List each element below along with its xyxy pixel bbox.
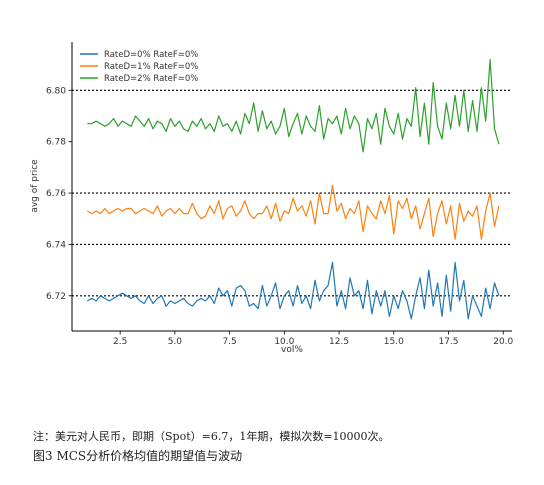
x-tick-label: 12.5: [329, 337, 349, 347]
y-tick-label: 6.76: [46, 189, 66, 199]
y-tick-label: 6.78: [46, 138, 66, 148]
reference-lines: [72, 89, 512, 297]
x-tick-label: 7.5: [222, 337, 236, 347]
x-tick-label: 17.5: [438, 337, 458, 347]
legend: RateD=0% RateF=0% RateD=1% RateF=0% RateD=…: [75, 46, 207, 86]
y-axis-ticks: 6.72 6.74 6.76 6.78 6.80: [46, 86, 72, 302]
y-tick-label: 6.74: [46, 240, 66, 250]
x-tick-label: 20.0: [493, 337, 513, 347]
series-line-1: [87, 261, 500, 320]
x-tick-label: 10.0: [274, 337, 294, 347]
series-lines: [86, 58, 500, 320]
chart-note: 注：美元对人民币，即期（Spot）=6.7，1年期，模拟次数=10000次。: [33, 430, 390, 443]
legend-label: RateD=0% RateF=0%: [104, 50, 198, 60]
figure-caption: 图3 MCS分析价格均值的期望值与波动: [33, 449, 243, 463]
series-line-3: [87, 58, 500, 153]
x-tick-label: 2.5: [113, 337, 127, 347]
legend-label: RateD=1% RateF=0%: [104, 62, 198, 72]
y-axis-label: avg of price: [30, 159, 40, 213]
x-tick-label: 15.0: [384, 337, 404, 347]
x-tick-label: 5.0: [168, 337, 183, 347]
x-axis-label: vol%: [281, 345, 303, 355]
y-tick-label: 6.80: [46, 86, 66, 96]
series-line-2: [86, 184, 500, 240]
line-chart: 2.5 5.0 7.5 10.0 12.5 15.0 17.5 20.0 6.726.746.…: [30, 42, 514, 355]
x-axis-ticks: 2.5 5.0 7.5 10.0 12.5 15.0 17.5 20.0: [113, 331, 514, 347]
y-tick-label: 6.72: [46, 292, 66, 302]
legend-label: RateD=2% RateF=0%: [104, 74, 198, 84]
